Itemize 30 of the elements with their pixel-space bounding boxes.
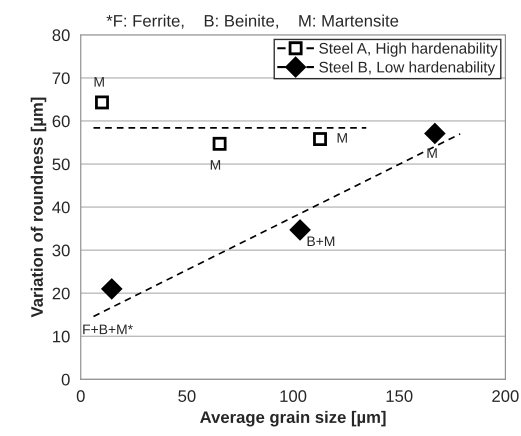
legend-label: Steel A, High hardenability <box>319 42 498 57</box>
annotation: M <box>338 133 347 143</box>
annotation: M <box>210 160 220 170</box>
annotation: M <box>427 148 437 158</box>
y-tick-label: 40 <box>52 202 70 214</box>
chart-title: *F: Ferrite, B: Beinite, M: Martensite <box>106 14 398 29</box>
y-axis-title: Variation of roundness [µm] <box>30 98 46 318</box>
y-tick-label: 80 <box>52 29 70 42</box>
point <box>212 136 227 151</box>
annotation: B+M <box>308 236 334 246</box>
y-tick-label: 30 <box>52 244 70 256</box>
x-axis-title: Average grain size [µm] <box>200 410 386 426</box>
y-tick-label: 20 <box>52 288 70 300</box>
x-tick-label: 200 <box>492 390 519 402</box>
y-tick-label: 10 <box>53 330 70 342</box>
y-tick-label: 0 <box>62 374 70 386</box>
x-tick-label: 0 <box>76 390 85 402</box>
annotation: M <box>94 77 104 87</box>
x-tick-label: 50 <box>178 390 196 402</box>
x-tick-label: 150 <box>386 390 412 402</box>
point <box>424 123 446 144</box>
y-tick-label: 60 <box>52 115 70 128</box>
annotation: F+B+M* <box>83 324 133 334</box>
x-tick-label: 100 <box>280 390 306 402</box>
y-tick-label: 50 <box>52 158 70 170</box>
legend-label: Steel B, Low hardenability <box>319 61 496 76</box>
y-tick-label: 70 <box>52 72 70 84</box>
point <box>313 132 327 146</box>
point <box>95 96 109 110</box>
point <box>102 278 122 300</box>
